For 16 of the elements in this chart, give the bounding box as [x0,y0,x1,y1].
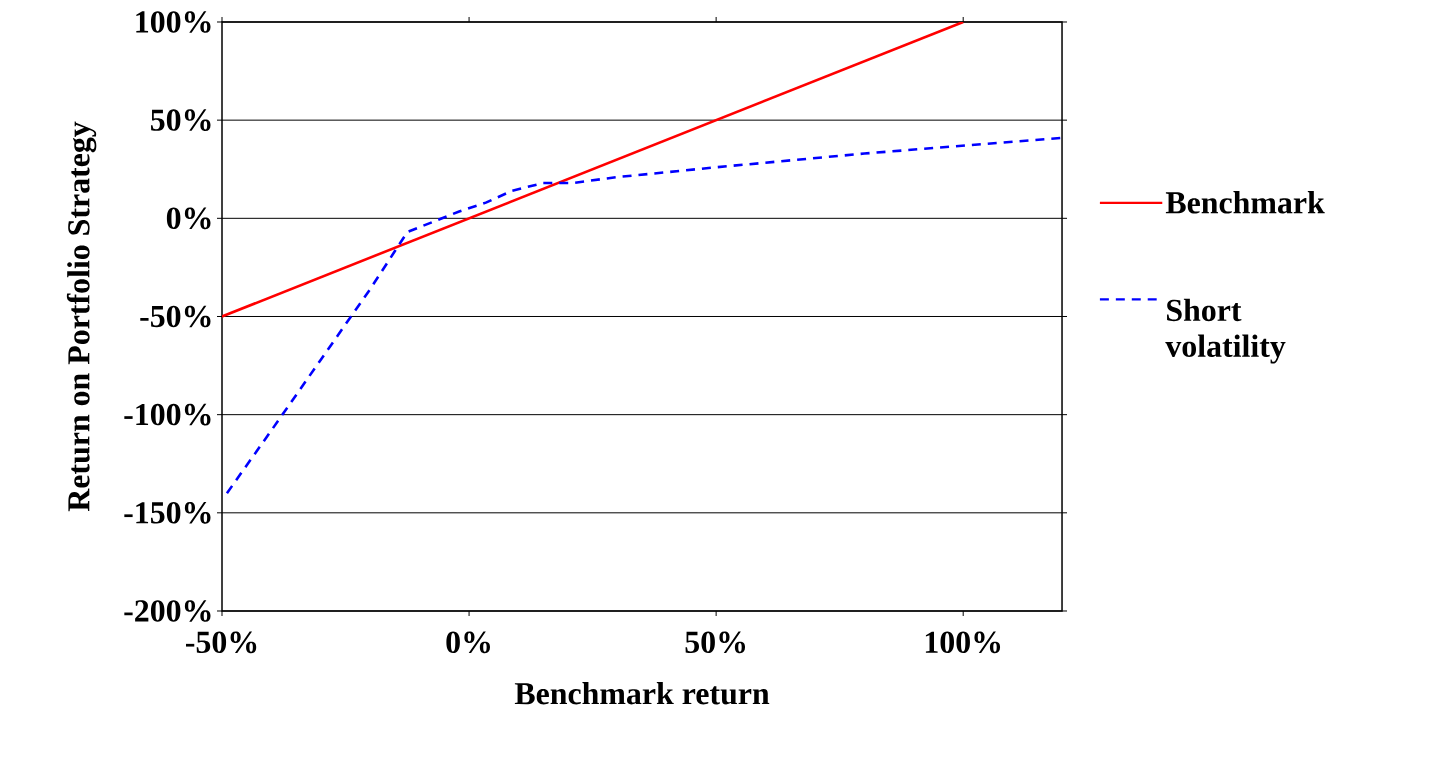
x-tick-label: -50% [185,631,257,654]
y-tick-label: 100% [136,11,211,33]
y-axis-title: Return on Portfolio Strategy [66,121,97,512]
y-tick-label: 0% [166,207,211,230]
legend-label: Short volatility [1165,298,1286,364]
y-tick-label: -150% [124,502,211,524]
x-tick-label: 100% [925,631,1001,654]
y-tick-label: -200% [124,600,211,622]
y-tick-label: -50% [140,305,211,328]
x-tick-label: 50% [685,631,746,654]
y-tick-label: 50% [151,109,211,131]
x-axis-title: Benchmark return [514,681,770,705]
legend-label: Benchmark [1165,191,1325,214]
x-tick-label: 0% [446,631,490,654]
line-series [225,136,1063,495]
y-tick-label: -100% [124,403,211,426]
